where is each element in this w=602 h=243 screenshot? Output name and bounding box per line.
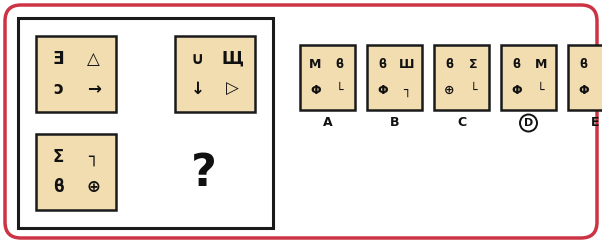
Text: Ǝ: Ǝ (53, 50, 64, 68)
Text: ∪: ∪ (191, 50, 204, 68)
FancyBboxPatch shape (434, 45, 489, 110)
FancyBboxPatch shape (5, 5, 597, 238)
Text: A: A (323, 116, 332, 130)
Text: ⊕: ⊕ (444, 84, 455, 97)
Text: △: △ (87, 50, 100, 68)
Text: ▷: ▷ (226, 80, 239, 98)
FancyBboxPatch shape (501, 45, 556, 110)
Text: Σ: Σ (53, 148, 64, 166)
Text: ϐ: ϐ (53, 178, 64, 196)
Text: ϐ: ϐ (579, 58, 588, 71)
Text: ┐: ┐ (88, 148, 99, 166)
Text: Φ: Φ (377, 84, 388, 97)
Text: ↓: ↓ (190, 80, 204, 98)
FancyBboxPatch shape (36, 36, 116, 112)
Text: Σ: Σ (470, 58, 478, 71)
Text: ϐ: ϐ (512, 58, 521, 71)
Text: ϐ: ϐ (445, 58, 453, 71)
Text: Μ: Μ (535, 58, 547, 71)
Text: └: └ (537, 84, 544, 97)
Text: ϐ: ϐ (335, 58, 344, 71)
Text: └: └ (336, 84, 343, 97)
Text: Μ: Μ (309, 58, 321, 71)
FancyBboxPatch shape (300, 45, 355, 110)
Text: Φ: Φ (511, 84, 522, 97)
Text: └: └ (470, 84, 477, 97)
FancyBboxPatch shape (175, 36, 255, 112)
Text: D: D (524, 118, 533, 128)
Text: E: E (591, 116, 600, 130)
FancyBboxPatch shape (568, 45, 602, 110)
Text: Φ: Φ (578, 84, 589, 97)
Text: →: → (87, 80, 101, 98)
Text: ⊕: ⊕ (87, 178, 101, 196)
Text: Щ: Щ (222, 50, 244, 68)
FancyBboxPatch shape (18, 18, 273, 228)
Text: ┐: ┐ (403, 84, 411, 97)
FancyBboxPatch shape (36, 134, 116, 210)
Text: B: B (389, 116, 399, 130)
FancyBboxPatch shape (367, 45, 422, 110)
Text: ?: ? (191, 152, 217, 195)
Text: ɔ: ɔ (54, 80, 63, 98)
Text: Ш: Ш (399, 58, 414, 71)
Text: ϐ: ϐ (378, 58, 386, 71)
Text: Φ: Φ (310, 84, 321, 97)
Text: C: C (457, 116, 466, 130)
